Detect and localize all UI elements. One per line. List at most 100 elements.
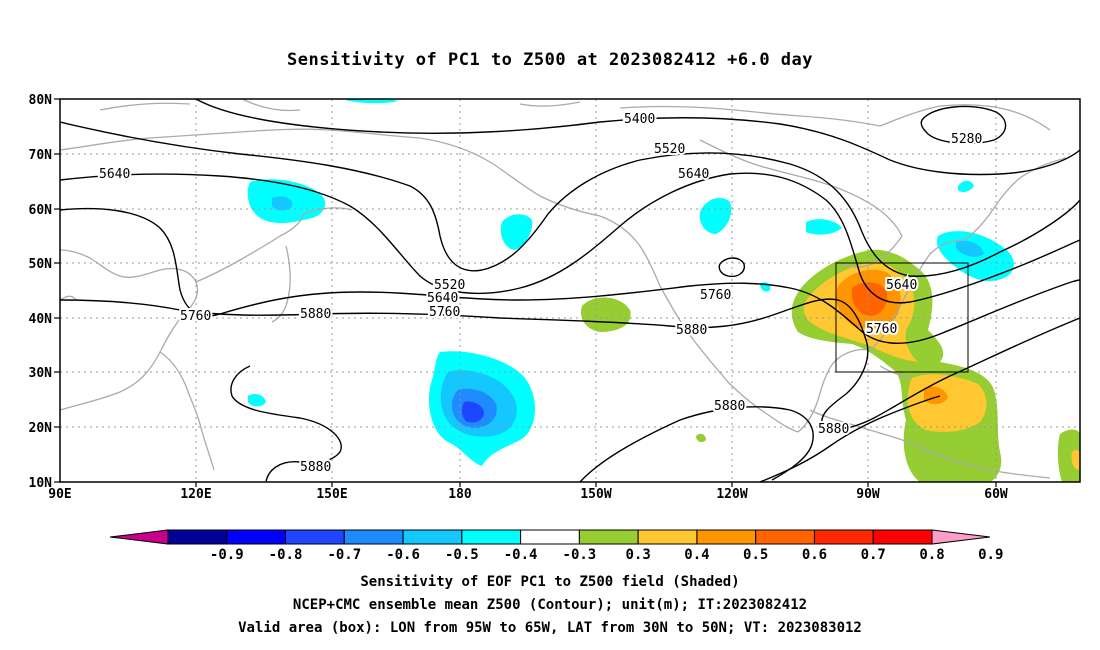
contour-5880-south (230, 365, 342, 482)
shade-neg-kamchatka-core (272, 196, 293, 211)
contour-5400 (195, 99, 1080, 176)
lat-label: 20N (29, 421, 53, 436)
colorbar-label: 0.3 (626, 547, 651, 563)
colorbar-swatch (696, 529, 757, 545)
map-frame (59, 98, 1081, 483)
lon-label: 150W (580, 487, 611, 502)
shade-pos-mexico-dot (696, 433, 706, 443)
lat-label: 50N (29, 257, 53, 272)
contour-label: 5880 (300, 307, 331, 322)
colorbar-label: -0.5 (445, 547, 479, 563)
contour-5760 (60, 207, 1080, 344)
lat-label: 60N (29, 203, 53, 218)
contour-label: 5280 (951, 132, 982, 147)
colorbar-swatch (402, 529, 463, 545)
coastlines (60, 99, 1067, 479)
contour-5880-mid (579, 406, 814, 482)
colorbar-swatch (637, 529, 698, 545)
colorbar-label: -0.7 (327, 547, 361, 563)
colorbar-swatch (343, 529, 404, 545)
contour-label: 5760 (180, 309, 211, 324)
shade-neg-wpac (248, 394, 266, 407)
lat-lon-grid (60, 99, 1080, 482)
lon-label: 90W (856, 487, 880, 502)
valid-area-box (835, 262, 969, 373)
caption-line-3: Valid area (box): LON from 95W to 65W, L… (238, 620, 862, 636)
lon-ticks (195, 482, 997, 487)
shade-neg-hudson (806, 219, 842, 235)
colorbar-label: 0.7 (861, 547, 886, 563)
z500-contours (60, 99, 1080, 482)
shade-neg-gulf-alaska (500, 214, 533, 250)
shade-neg-arctic (345, 99, 398, 104)
colorbar: -0.9 -0.8 -0.7 -0.6 -0.5 -0.4 -0.3 0.3 0.4 0.5 0.6… (109, 529, 1003, 563)
contour-label: 5760 (866, 322, 897, 337)
contour-label: 5640 (886, 278, 917, 293)
shade-neg-labrador-core (956, 240, 984, 257)
colorbar-swatch (461, 529, 522, 545)
contour-label: 5640 (427, 291, 458, 306)
colorbar-upper-extend (931, 529, 991, 545)
contour-label: 5640 (99, 167, 130, 182)
contour-5280 (920, 105, 1007, 145)
caption-line-1: Sensitivity of EOF PC1 to Z500 field (Sh… (360, 574, 740, 590)
lon-label: 120E (180, 487, 211, 502)
colorbar-swatch (755, 529, 815, 545)
colorbar-label: 0.9 (978, 547, 1003, 563)
shade-pos-pacific (580, 297, 631, 332)
colorbar-swatch (285, 529, 345, 545)
colorbar-label: 0.8 (919, 547, 944, 563)
contour-5880 (60, 298, 1080, 431)
colorbar-swatch (167, 529, 228, 545)
shade-pos-us-core (851, 282, 888, 316)
colorbar-swatch (578, 529, 639, 545)
colorbar-label: 0.6 (802, 547, 827, 563)
colorbar-swatch (872, 529, 933, 545)
contour-label: 5760 (700, 288, 731, 303)
contour-label: 5760 (429, 305, 460, 320)
contour-label: 5520 (434, 278, 465, 293)
sensitivity-shading (247, 99, 1080, 482)
colorbar-label: -0.6 (386, 547, 420, 563)
figure-title: Sensitivity of PC1 to Z500 at 2023082412… (286, 50, 813, 70)
colorbar-swatch (813, 529, 874, 545)
lon-label: 60W (984, 487, 1008, 502)
colorbar-lower-extend (109, 529, 169, 545)
lat-tick-labels: 80N 70N 60N 50N 40N 30N 20N 10N (29, 93, 53, 491)
contour-5520 (60, 121, 1080, 277)
lon-label: 180 (448, 487, 472, 502)
contour-label-group: 5400 5520 5640 5760 5880 5280 5520 5640 … (97, 110, 984, 477)
caption-line-2: NCEP+CMC ensemble mean Z500 (Contour); u… (292, 597, 808, 613)
lon-label: 120W (716, 487, 747, 502)
lat-label: 70N (29, 148, 53, 163)
lon-tick-labels: 90E 120E 150E 180 150W 120W 90W 60W (48, 487, 1008, 502)
shade-pos-east-edge-core (1071, 449, 1080, 470)
lat-ticks (54, 98, 60, 483)
colorbar-label: 0.4 (684, 547, 709, 563)
shade-neg-canada (699, 197, 732, 234)
lon-label: 90E (48, 487, 71, 502)
lat-label: 10N (29, 476, 53, 491)
colorbar-label: -0.4 (504, 547, 538, 563)
lat-label: 40N (29, 312, 53, 327)
colorbar-label: -0.9 (210, 547, 244, 563)
shade-neg-greenland (958, 180, 974, 193)
lon-label: 150E (316, 487, 347, 502)
contour-5760-south (759, 395, 941, 482)
colorbar-swatch (226, 529, 287, 545)
contour-label: 5880 (676, 323, 707, 338)
contour-label: 5640 (678, 167, 709, 182)
colorbar-swatch (520, 529, 580, 545)
contour-5640 (60, 172, 1080, 304)
colorbar-label: -0.3 (563, 547, 597, 563)
contour-label: 5520 (654, 142, 685, 157)
contour-label: 5400 (624, 112, 655, 127)
lat-label: 80N (29, 93, 53, 108)
contour-label: 5880 (714, 399, 745, 414)
contour-label: 5880 (300, 460, 331, 475)
colorbar-label: -0.8 (269, 547, 303, 563)
lat-label: 30N (29, 366, 53, 381)
colorbar-label: 0.5 (743, 547, 768, 563)
shade-neg-pacific-core (461, 401, 484, 423)
